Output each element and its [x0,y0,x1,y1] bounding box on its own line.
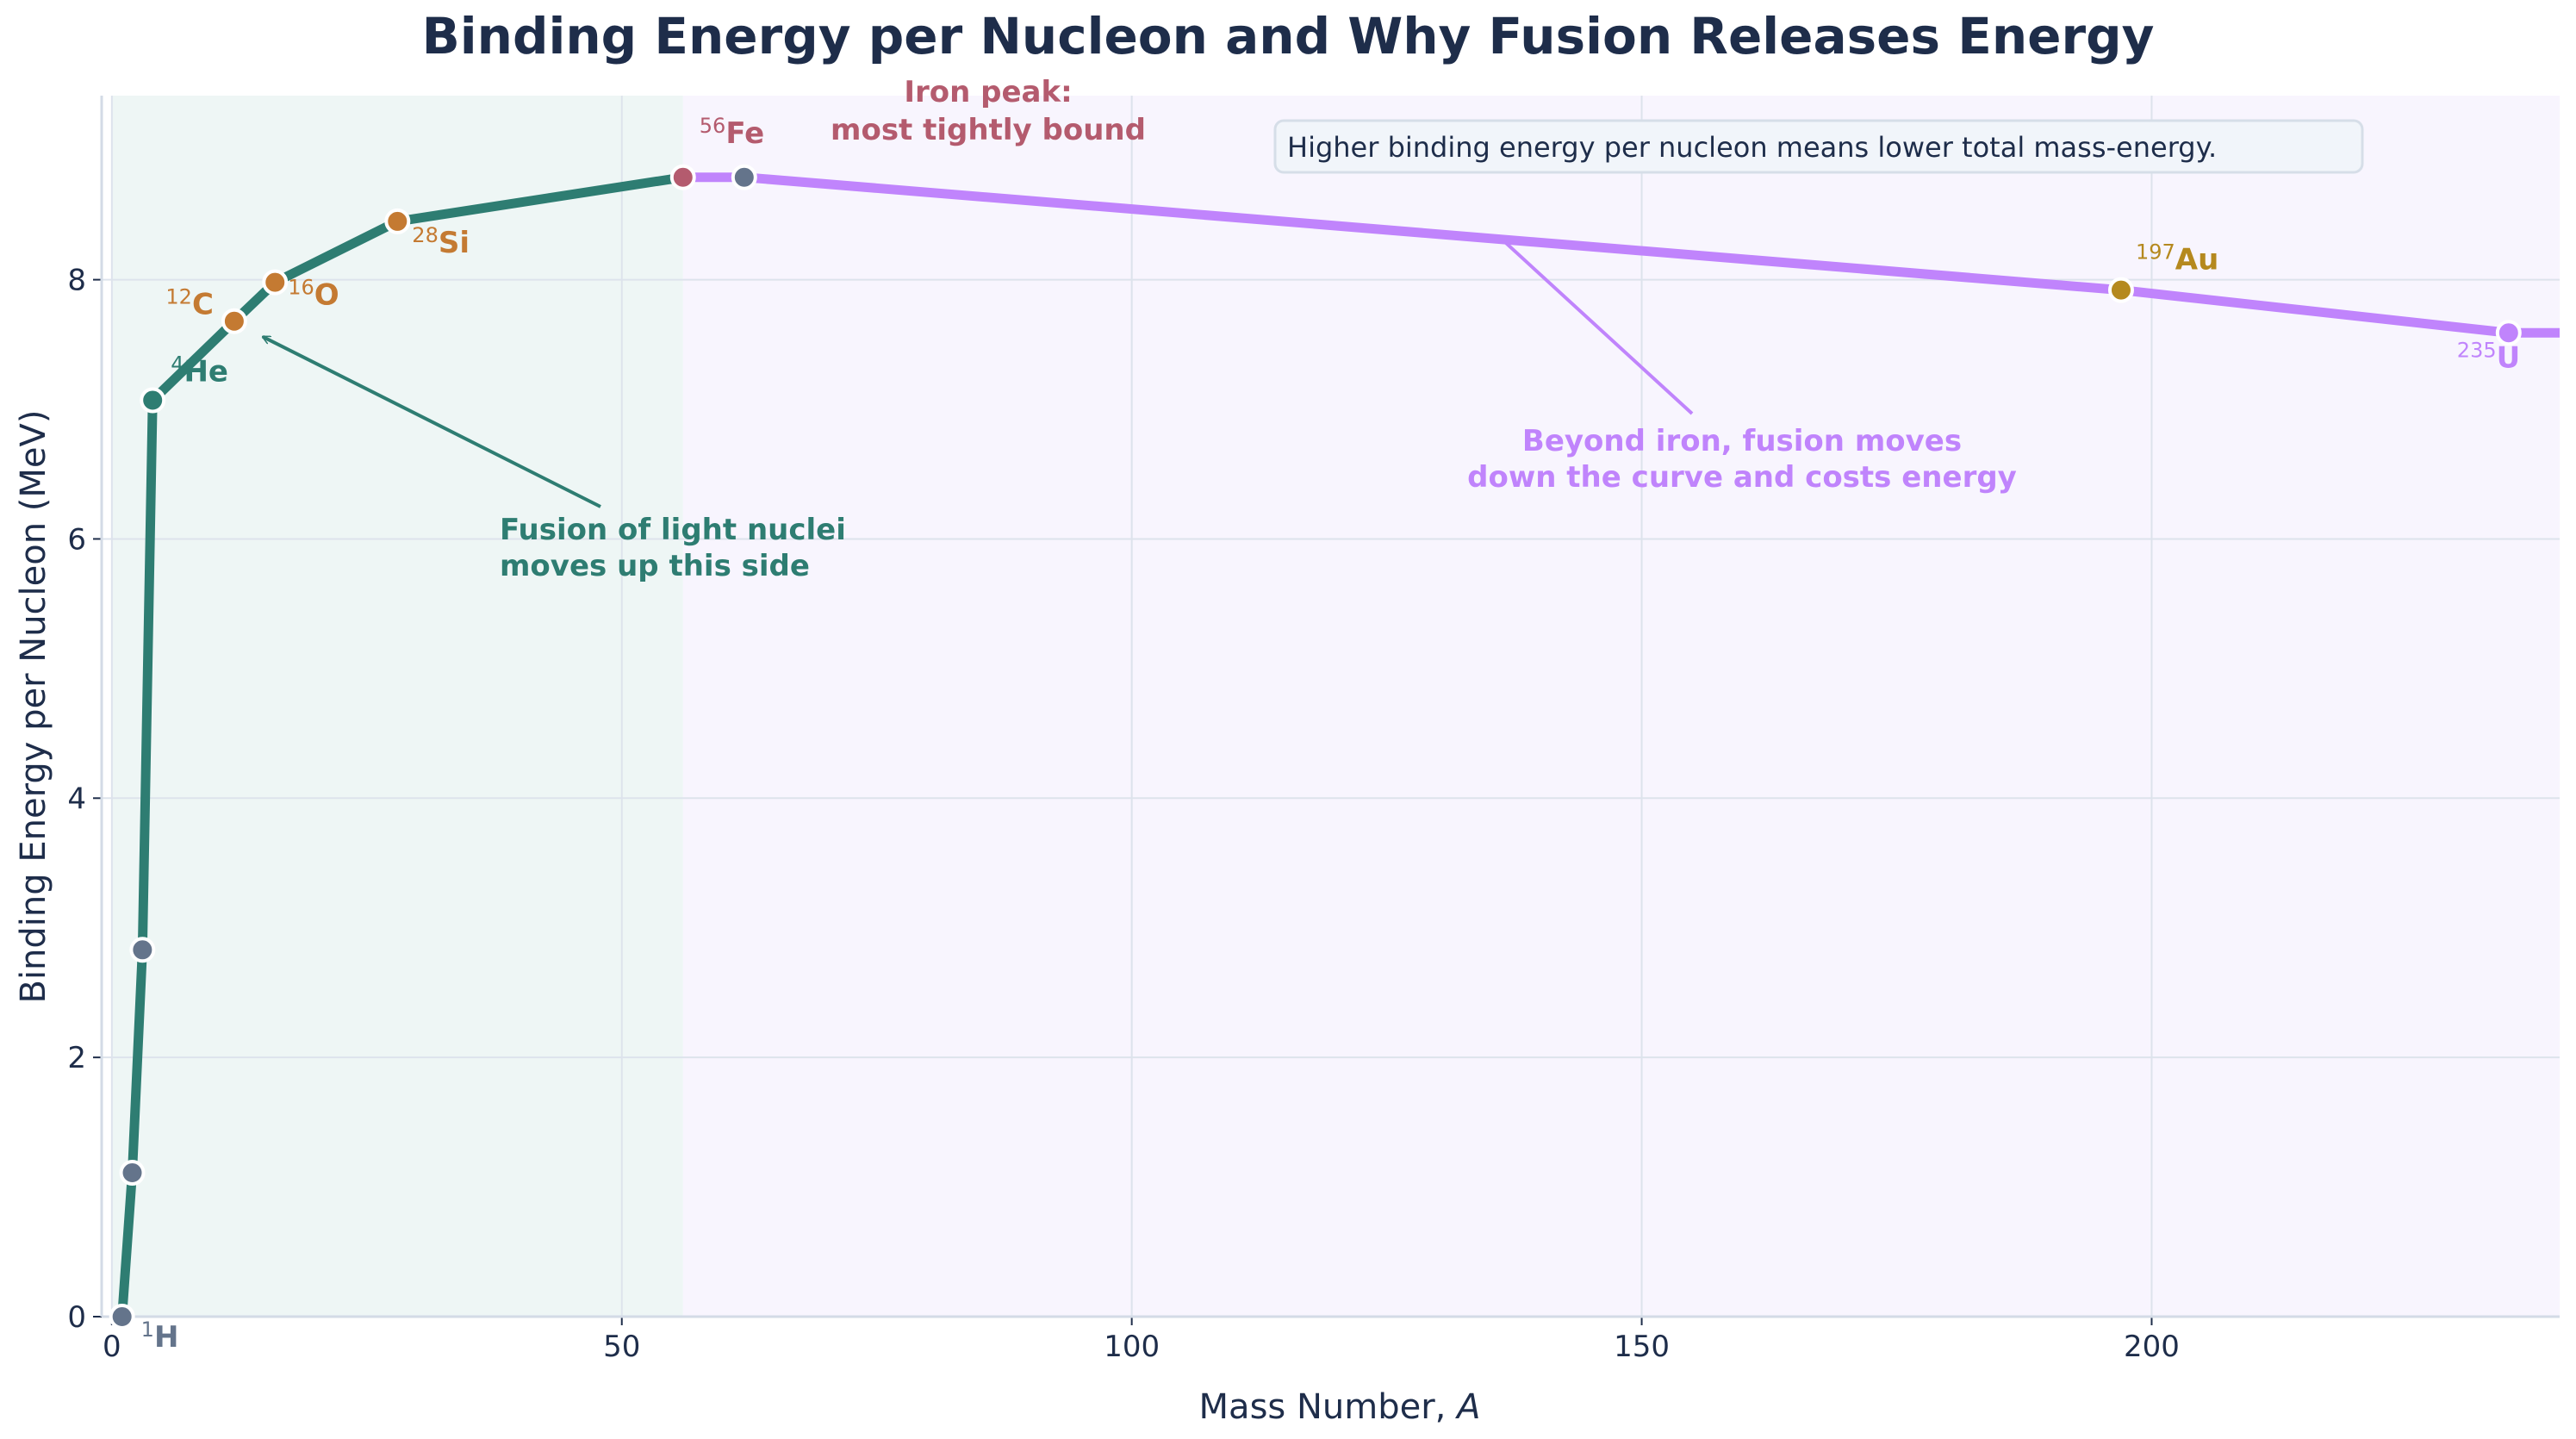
y-axis-label: Binding Energy per Nucleon (MeV) [14,409,53,1003]
data-point [129,937,156,963]
isotope-symbol: C [192,288,214,322]
isotope-label-u: 235U [2457,338,2520,375]
data-point-fe [669,164,696,190]
x-tick-label: 200 [2124,1330,2180,1364]
fusion-arrow [263,335,601,508]
beyond-iron-arrow [1498,235,1694,415]
isotope-mass-number: 4 [171,352,184,376]
isotope-symbol: Au [2175,243,2219,277]
x-tick-label: 0 [103,1330,121,1364]
isotope-label-he: 4He [171,352,228,389]
note-text: Higher binding energy per nucleon means … [1287,131,2217,164]
y-tick-label: 2 [67,1041,86,1075]
region-beyond-iron [682,96,2560,1317]
isotope-label-h: 1H [141,1318,179,1355]
iron-peak-annotation-text: Iron peak: [904,75,1072,109]
fusion-annotation-text: Fusion of light nuclei [500,513,846,547]
isotope-mass-number: 56 [700,114,726,138]
data-point-si [384,208,411,234]
isotope-mass-number: 1 [141,1318,154,1342]
isotope-label-au: 197Au [2136,240,2218,277]
isotope-mass-number: 197 [2136,240,2175,265]
isotope-label-si: 28Si [412,223,470,260]
series-line-0 [117,172,684,1318]
data-point-o [262,269,289,296]
y-tick-label: 8 [67,264,86,298]
isotope-symbol: O [314,278,339,313]
isotope-symbol: H [154,1320,178,1355]
x-axis-label: Mass Number, A [1199,1387,1481,1427]
data-point [119,1160,146,1187]
beyond-iron-annotation-text: Beyond iron, fusion moves [1522,424,1962,458]
x-tick-label: 50 [603,1330,640,1364]
data-point [731,164,757,190]
y-tick-label: 0 [67,1300,86,1335]
isotope-symbol: Si [439,226,470,260]
isotope-symbol: Fe [725,116,764,151]
data-point-au [2107,277,2134,303]
isotope-mass-number: 12 [165,285,192,309]
chart-title: Binding Energy per Nucleon and Why Fusio… [422,7,2155,65]
isotope-symbol: He [184,354,228,389]
note-box [1273,119,2364,174]
x-tick-label: 100 [1104,1330,1160,1364]
isotope-label-c: 12C [165,285,214,322]
isotope-mass-number: 235 [2457,338,2497,362]
fusion-annotation-text: moves up this side [500,549,810,583]
isotope-mass-number: 16 [288,276,314,300]
data-point-he [140,387,166,414]
data-point-c [221,308,247,334]
y-tick-label: 6 [67,522,86,557]
isotope-mass-number: 28 [412,223,439,247]
isotope-label-fe: 56Fe [700,114,764,151]
beyond-iron-annotation-text: down the curve and costs energy [1467,460,2017,495]
isotope-label-o: 16O [288,276,339,313]
x-tick-label: 150 [1614,1330,1670,1364]
y-tick-label: 4 [67,782,86,816]
isotope-symbol: U [2497,340,2521,375]
data-point-h [109,1304,135,1330]
data-point-u [2495,320,2522,346]
region-fusion [111,96,683,1317]
iron-peak-annotation-text: most tightly bound [831,113,1146,147]
